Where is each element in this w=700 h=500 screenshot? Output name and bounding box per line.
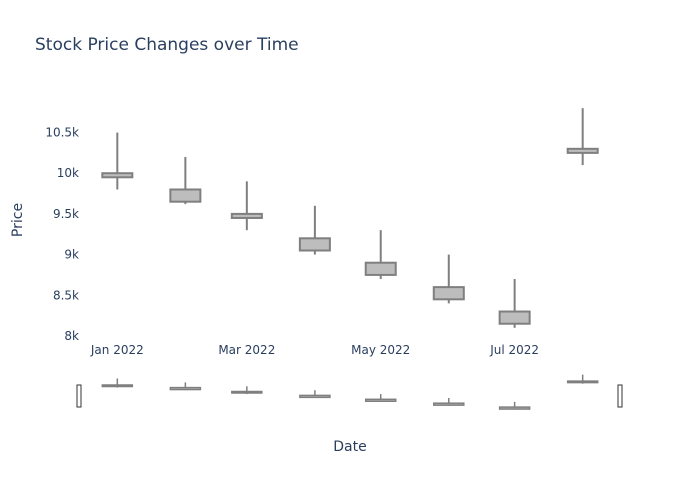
candle-body [230,212,263,219]
y-tick-label: 10.5k [45,126,79,140]
y-axis-title: Price [10,203,26,237]
y-tick-label: 9k [64,248,79,262]
slider-candle-body [101,384,134,388]
y-axis-ticks: 8k 8.5k 9k 9.5k 10k 10.5k [45,126,79,343]
x-tick-label: Jul 2022 [489,343,539,357]
candle-body [432,286,465,301]
candle-body [169,188,202,203]
y-tick-label: 8k [64,329,79,343]
slider-candle-body [566,380,599,384]
slider-candle-body [433,402,465,406]
x-tick-label: May 2022 [351,343,410,357]
x-tick-label: Mar 2022 [218,343,275,357]
candle-body [364,261,397,276]
candles [101,108,599,328]
y-tick-label: 9.5k [53,207,79,221]
candle-body [566,147,599,154]
x-axis-ticks: Jan 2022 Mar 2022 May 2022 Jul 2022 [90,343,539,357]
range-slider-right-handle [617,384,623,408]
slider-candle-body [231,390,263,394]
candle-body [101,172,134,179]
slider-candle-body [169,386,202,391]
candle-body [298,237,331,252]
range-slider[interactable] [76,374,623,410]
slider-candle-body [364,398,397,402]
candle-body [498,310,531,325]
x-axis-title: Date [333,439,366,455]
y-tick-label: 10k [57,166,79,180]
x-tick-label: Jan 2022 [90,343,144,357]
chart-title: Stock Price Changes over Time [35,35,299,55]
slider-candle-body [299,394,331,399]
slider-candle-body [498,406,531,410]
y-tick-label: 8.5k [53,288,79,302]
range-slider-left-handle [76,384,82,408]
